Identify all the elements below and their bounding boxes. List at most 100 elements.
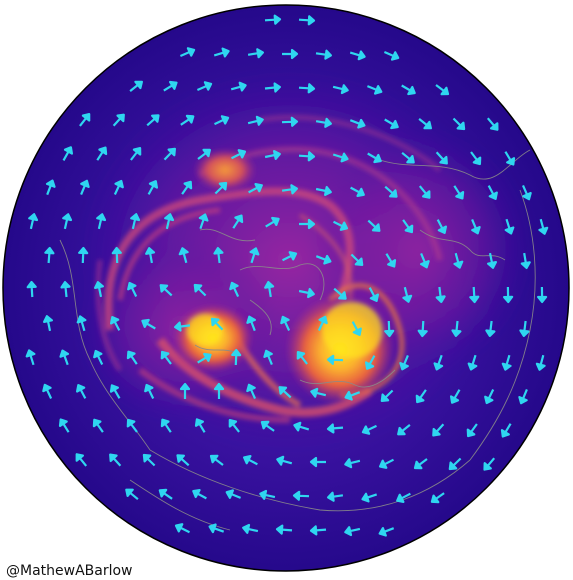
arrow-icon <box>213 247 224 264</box>
arrow-icon <box>519 320 530 337</box>
arrow-icon <box>483 457 496 471</box>
arrow-icon <box>384 118 399 130</box>
arrow-icon <box>384 185 398 198</box>
arrow-icon <box>247 48 264 59</box>
arrow-icon <box>503 286 514 304</box>
arrow-icon <box>397 424 411 436</box>
arrow-icon <box>178 247 189 264</box>
arrow-icon <box>62 213 73 230</box>
arrow-icon <box>484 389 495 405</box>
arrow-icon <box>43 315 53 332</box>
arrow-icon <box>44 246 55 264</box>
arrow-icon <box>144 383 155 399</box>
coastline-path <box>149 449 471 512</box>
arrow-icon <box>160 418 172 433</box>
arrow-icon <box>487 252 497 269</box>
arrow-icon <box>264 281 275 298</box>
arrow-icon <box>521 184 532 201</box>
arrow-icon <box>231 348 242 366</box>
arrow-icon <box>230 81 247 92</box>
arrow-icon <box>378 527 395 537</box>
arrow-icon <box>80 179 90 196</box>
arrow-icon <box>176 454 190 467</box>
arrow-icon <box>380 389 394 402</box>
arrow-icon <box>146 114 160 127</box>
arrow-icon <box>351 321 362 336</box>
arrow-icon <box>126 418 138 433</box>
arrow-icon <box>194 418 206 433</box>
arrow-icon <box>125 488 139 501</box>
arrow-icon <box>196 81 213 92</box>
arrow-icon <box>537 286 548 304</box>
arrow-icon <box>361 492 378 503</box>
arrow-icon <box>264 14 282 25</box>
arrow-icon <box>179 382 191 399</box>
arrow-icon <box>469 286 480 304</box>
arrow-icon <box>232 214 244 229</box>
arrow-icon <box>58 418 70 433</box>
arrow-icon <box>45 179 56 196</box>
arrow-icon <box>112 113 125 127</box>
arrow-icon <box>367 219 381 232</box>
arrow-icon <box>59 349 70 366</box>
arrow-icon <box>452 117 466 131</box>
arrow-icon <box>315 254 332 265</box>
arrow-icon <box>432 423 445 437</box>
arrow-icon <box>333 287 347 300</box>
arrow-icon <box>470 151 482 166</box>
arrow-icon <box>42 383 53 399</box>
arrow-icon <box>76 315 87 332</box>
arrow-icon <box>504 218 515 235</box>
arrow-icon <box>396 492 411 503</box>
arrow-icon <box>365 355 376 370</box>
arrow-icon <box>361 424 377 435</box>
arrow-icon <box>26 280 37 298</box>
arrow-icon <box>228 419 240 433</box>
coastline-path <box>199 228 256 242</box>
arrow-icon <box>309 456 326 468</box>
arrow-icon <box>213 382 225 399</box>
arrow-icon <box>310 387 327 398</box>
arrow-icon <box>278 386 292 399</box>
arrow-icon <box>280 315 291 331</box>
arrow-icon <box>197 352 212 364</box>
arrow-icon <box>142 453 156 467</box>
arrow-icon <box>327 491 344 502</box>
arrow-icon <box>208 523 225 534</box>
arrow-icon <box>417 320 428 338</box>
arrow-icon <box>433 354 444 371</box>
map-disc-border <box>2 4 570 572</box>
arrow-icon <box>264 150 281 160</box>
arrow-icon <box>259 489 276 500</box>
arrow-icon <box>298 288 315 299</box>
arrow-icon <box>332 152 349 163</box>
arrow-icon <box>28 213 39 230</box>
coastline-path <box>469 189 536 461</box>
arrow-icon <box>349 50 366 61</box>
arrow-icon <box>350 253 364 266</box>
arrow-icon <box>263 349 273 366</box>
coastline-path <box>129 479 231 531</box>
arrow-icon <box>242 523 259 534</box>
arrow-icon <box>96 213 107 230</box>
arrow-icon <box>276 455 293 466</box>
arrow-icon <box>383 50 400 61</box>
arrow-icon <box>500 423 512 438</box>
arrow-icon <box>309 525 327 536</box>
arrow-icon <box>281 116 299 127</box>
arrow-icon <box>275 524 293 535</box>
arrow-icon <box>93 349 104 365</box>
arrow-icon <box>158 488 173 500</box>
arrow-icon <box>332 84 349 95</box>
arrow-icon <box>535 354 546 371</box>
arrow-icon <box>229 281 240 298</box>
arrow-icon <box>435 84 450 96</box>
arrow-icon <box>129 80 143 92</box>
arrow-icon <box>130 147 142 161</box>
arrow-icon <box>248 183 263 194</box>
arrow-icon <box>60 281 71 298</box>
arrow-icon <box>293 421 310 432</box>
arrow-icon <box>246 315 256 332</box>
arrow-icon <box>96 146 108 161</box>
